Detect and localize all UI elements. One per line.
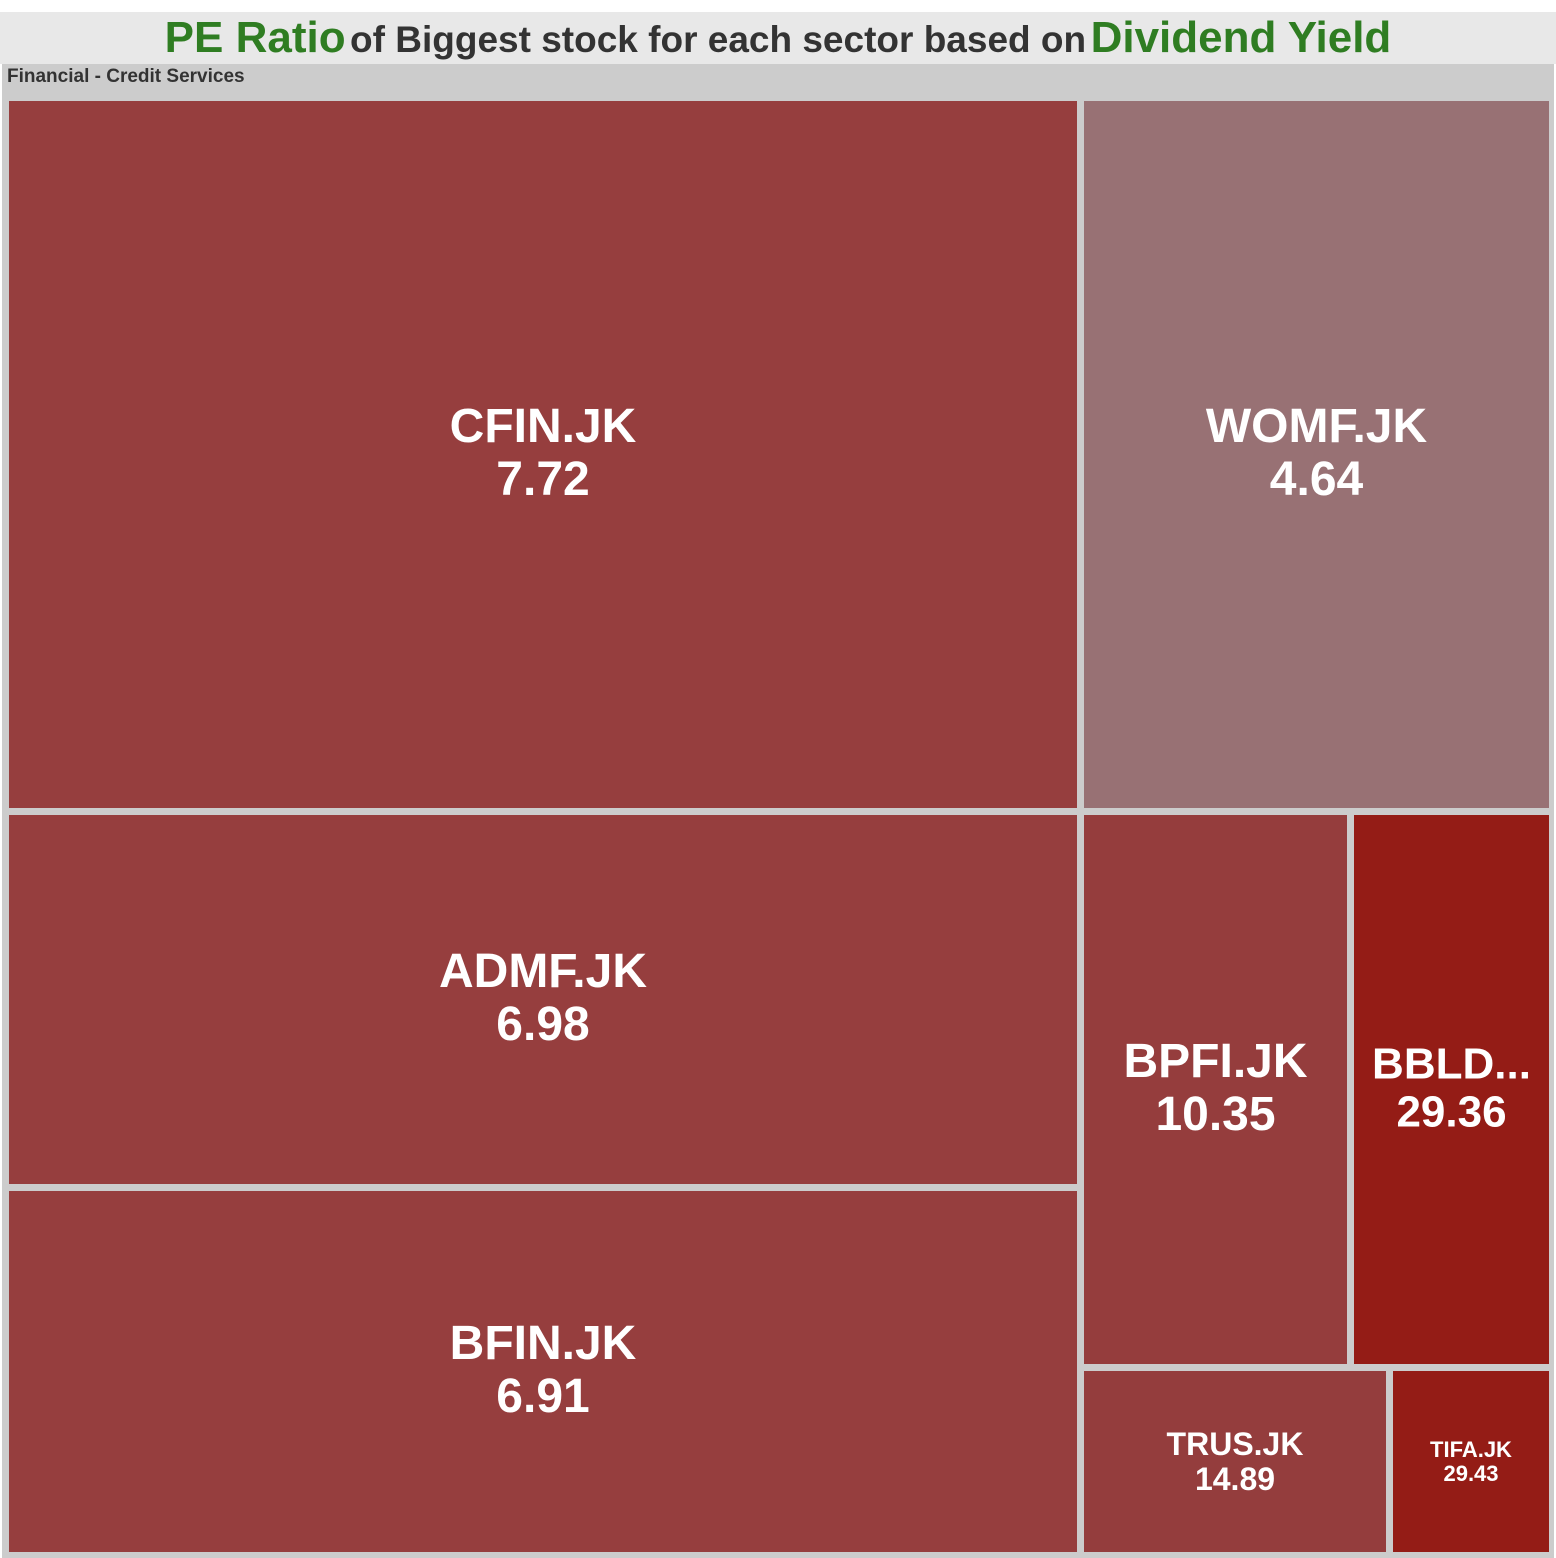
title-middle: of Biggest stock for each sector based o… [350,19,1087,60]
tile-ticker-label: ADMF.JK [438,945,647,999]
tile-ticker-label: TRUS.JK [1166,1425,1304,1462]
treemap-tile-trus-jk: TRUS.JK 14.89 [1084,1371,1386,1552]
chart-title: PE Ratio of Biggest stock for each secto… [0,12,1556,64]
tile-pe-value: 29.43 [1443,1461,1499,1486]
tile-pe-value: 29.36 [1396,1088,1507,1137]
tile-ticker-label: BPFI.JK [1123,1035,1308,1089]
title-metric: PE Ratio [164,13,346,62]
tile-text: CFIN.JK 7.72 [9,400,1077,507]
tile-text: BPFI.JK 10.35 [1084,1035,1347,1142]
tile-text: WOMF.JK 4.64 [1084,400,1549,507]
tile-pe-value: 7.72 [496,453,590,506]
tile-ticker-label: BFIN.JK [449,1317,637,1371]
tile-ticker-label: TIFA.JK [1430,1436,1512,1462]
tile-pe-value: 14.89 [1194,1461,1276,1497]
tile-text: ADMF.JK 6.98 [9,945,1077,1052]
tile-text: TIFA.JK 29.43 [1393,1436,1549,1486]
treemap-tile-bfin-jk: BFIN.JK 6.91 [9,1191,1077,1552]
tile-text: BFIN.JK 6.91 [9,1317,1077,1424]
tile-pe-value: 6.98 [496,998,590,1051]
tile-pe-value: 4.64 [1269,453,1364,506]
tile-ticker-label: WOMF.JK [1205,400,1428,454]
tile-text: TRUS.JK 14.89 [1084,1425,1386,1497]
tile-pe-value: 6.91 [496,1370,590,1423]
treemap-tile-womf-jk: WOMF.JK 4.64 [1084,101,1549,808]
treemap-tile-tifa-jk: TIFA.JK 29.43 [1393,1371,1549,1552]
tile-ticker-label: CFIN.JK [449,400,637,454]
tile-pe-value: 10.35 [1155,1088,1276,1141]
tile-text: BBLD... 29.36 [1354,1039,1549,1138]
treemap-tile-cfin-jk: CFIN.JK 7.72 [9,101,1077,808]
treemap-tile-bbld-jk: BBLD... 29.36 [1354,815,1549,1364]
title-size-metric: Dividend Yield [1090,13,1392,62]
treemap-tile-admf-jk: ADMF.JK 6.98 [9,815,1077,1184]
treemap-tile-bpfi-jk: BPFI.JK 10.35 [1084,815,1347,1364]
tile-ticker-label: BBLD... [1372,1039,1531,1089]
sector-label: Financial - Credit Services [7,66,245,87]
